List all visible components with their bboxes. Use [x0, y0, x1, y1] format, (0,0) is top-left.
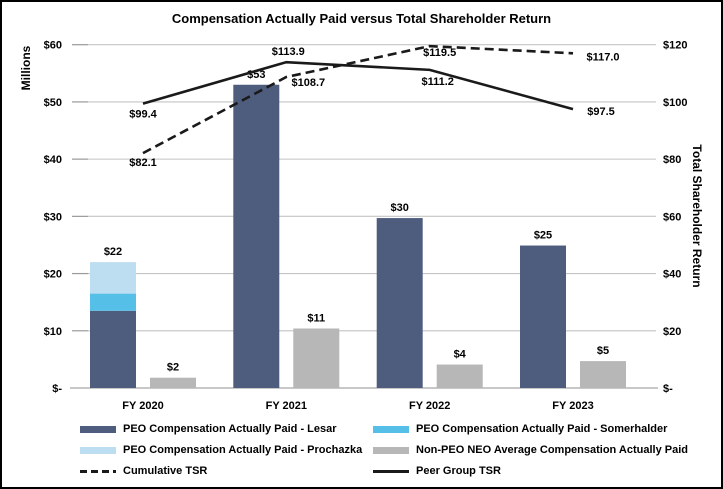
category-label: FY 2021: [266, 400, 307, 412]
right-tick-label: $40: [663, 269, 681, 281]
legend-item: PEO Compensation Actually Paid - Lesar: [80, 422, 373, 436]
line-value-label: $97.5: [587, 106, 615, 118]
left-tick-label: $40: [44, 154, 62, 166]
legend-label: PEO Compensation Actually Paid - Lesar: [123, 423, 337, 435]
peo-bar-segment: [233, 84, 280, 389]
peo-bar-segment: [90, 262, 136, 294]
right-tick-label: $20: [663, 326, 681, 338]
category-label: FY 2022: [409, 400, 450, 412]
non-peo-bar: [436, 364, 483, 388]
non-peo-bar-value-label: $2: [167, 362, 179, 374]
legend-label: Cumulative TSR: [123, 465, 208, 477]
legend-swatch-bar: [373, 425, 409, 433]
right-tick-label: $120: [663, 40, 687, 52]
legend-item: Cumulative TSR: [80, 464, 373, 478]
plot-area: $- $10 $20 $30 $40 $50 $60 $- $20 $40 $60 $80 $100 $1…: [44, 40, 688, 412]
non-peo-bar: [293, 328, 340, 388]
non-peo-bar: [580, 361, 626, 388]
left-tick-label: $-: [52, 383, 62, 395]
category-label: FY 2023: [552, 400, 593, 412]
peo-bar-value-label: $25: [534, 230, 552, 242]
peo-bar-segment: [90, 310, 136, 388]
right-tick-label: $100: [663, 97, 687, 109]
legend-swatch-bar: [80, 446, 116, 454]
legend: PEO Compensation Actually Paid - Lesar PE…: [80, 422, 688, 478]
right-tick-label: $60: [663, 211, 681, 223]
peo-bar-segment: [520, 245, 566, 388]
cumulative-tsr-line: [142, 44, 574, 155]
legend-label: PEO Compensation Actually Paid - Somerha…: [416, 423, 668, 435]
legend-item: PEO Compensation Actually Paid - Prochaz…: [80, 443, 373, 457]
line-value-label: $111.2: [421, 76, 453, 88]
line-value-label: $82.1: [129, 157, 157, 169]
non-peo-bar-value-label: $4: [454, 349, 467, 361]
non-peo-bar-value-label: $5: [597, 345, 609, 357]
peo-bar-value-label: $30: [391, 202, 409, 214]
right-tick-label: $-: [663, 383, 673, 395]
non-peo-bar-value-label: $11: [307, 312, 325, 324]
non-peo-bar: [150, 377, 196, 388]
legend-label: PEO Compensation Actually Paid - Prochaz…: [123, 444, 363, 456]
right-tick-label: $80: [663, 154, 681, 166]
left-tick-label: $60: [44, 40, 62, 52]
legend-swatch-dashed-line: [80, 469, 116, 473]
legend-item: Non-PEO NEO Average Compensation Actuall…: [373, 443, 688, 457]
legend-item: PEO Compensation Actually Paid - Somerha…: [373, 422, 673, 436]
legend-swatch-bar: [80, 425, 116, 433]
peer-group-tsr-line: [142, 60, 574, 111]
peo-bar-value-label: $22: [104, 246, 122, 258]
legend-label: Peer Group TSR: [416, 465, 501, 477]
line-value-label: $117.0: [586, 51, 619, 63]
legend-label: Non-PEO NEO Average Compensation Actuall…: [416, 444, 688, 456]
left-tick-label: $20: [44, 269, 62, 281]
legend-swatch-solid-line: [373, 469, 409, 473]
line-value-label: $119.5: [423, 47, 456, 59]
left-tick-label: $50: [44, 97, 62, 109]
peo-bar-segment: [90, 293, 136, 311]
legend-item: Peer Group TSR: [373, 464, 673, 478]
legend-swatch-bar: [373, 446, 409, 454]
left-tick-label: $10: [44, 326, 62, 338]
chart-title: Compensation Actually Paid versus Total …: [171, 11, 552, 26]
peo-bar-segment: [376, 218, 423, 388]
left-tick-label: $30: [44, 211, 62, 223]
line-value-label: $108.7: [291, 77, 325, 89]
category-label: FY 2020: [122, 400, 163, 412]
line-value-label: $113.9: [272, 46, 305, 58]
line-value-label: $99.4: [129, 109, 157, 121]
